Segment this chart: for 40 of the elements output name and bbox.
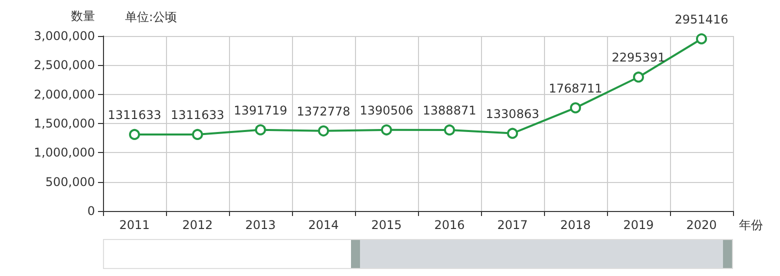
data-label: 1372778 bbox=[296, 104, 350, 118]
point bbox=[444, 124, 455, 136]
x-tick-label: 2013 bbox=[245, 218, 276, 232]
point bbox=[633, 72, 644, 83]
x-axis-title: 年份 bbox=[739, 218, 763, 232]
y-tick-label: 0 bbox=[87, 204, 95, 218]
data-label: 2951416 bbox=[674, 12, 728, 26]
point bbox=[129, 128, 140, 140]
y-tick-label: 500,000 bbox=[45, 174, 95, 189]
data-label: 1768711 bbox=[548, 81, 602, 96]
x-tick-label: 2014 bbox=[308, 218, 339, 232]
x-tick-label: 2018 bbox=[560, 218, 591, 232]
y-axis-title: 数量 bbox=[71, 9, 95, 23]
data-label: 1390506 bbox=[360, 103, 414, 118]
point bbox=[381, 124, 392, 136]
point bbox=[570, 102, 581, 114]
x-tick-label: 2017 bbox=[497, 218, 528, 232]
data-label: 1391719 bbox=[234, 103, 288, 118]
data-label: 1388871 bbox=[422, 103, 476, 118]
data-label: 1311633 bbox=[170, 108, 224, 122]
point bbox=[507, 128, 518, 139]
text: 单位:公顷 bbox=[125, 10, 178, 24]
x-tick-label: 2019 bbox=[623, 218, 654, 232]
y-tick-label: 2,000,000 bbox=[34, 87, 95, 102]
point bbox=[696, 33, 707, 44]
x-tick-label: 2020 bbox=[686, 218, 717, 232]
x-tick-label: 2016 bbox=[434, 218, 465, 232]
x-tick-label: 2015 bbox=[371, 218, 402, 232]
y-tick-label: 2,500,000 bbox=[34, 58, 95, 72]
data-label: 1330863 bbox=[486, 106, 540, 121]
y-tick-label: 3,000,000 bbox=[34, 29, 95, 43]
x-tick-label: 2012 bbox=[182, 218, 213, 232]
point bbox=[192, 128, 203, 140]
point bbox=[318, 125, 329, 136]
y-tick-label: 1,000,000 bbox=[34, 146, 95, 160]
data-label: 2295391 bbox=[612, 50, 666, 65]
point bbox=[255, 124, 266, 136]
y-tick-label: 1,500,000 bbox=[34, 116, 95, 130]
x-tick-label: 2011 bbox=[119, 218, 150, 232]
data-label: 1311633 bbox=[108, 108, 162, 122]
